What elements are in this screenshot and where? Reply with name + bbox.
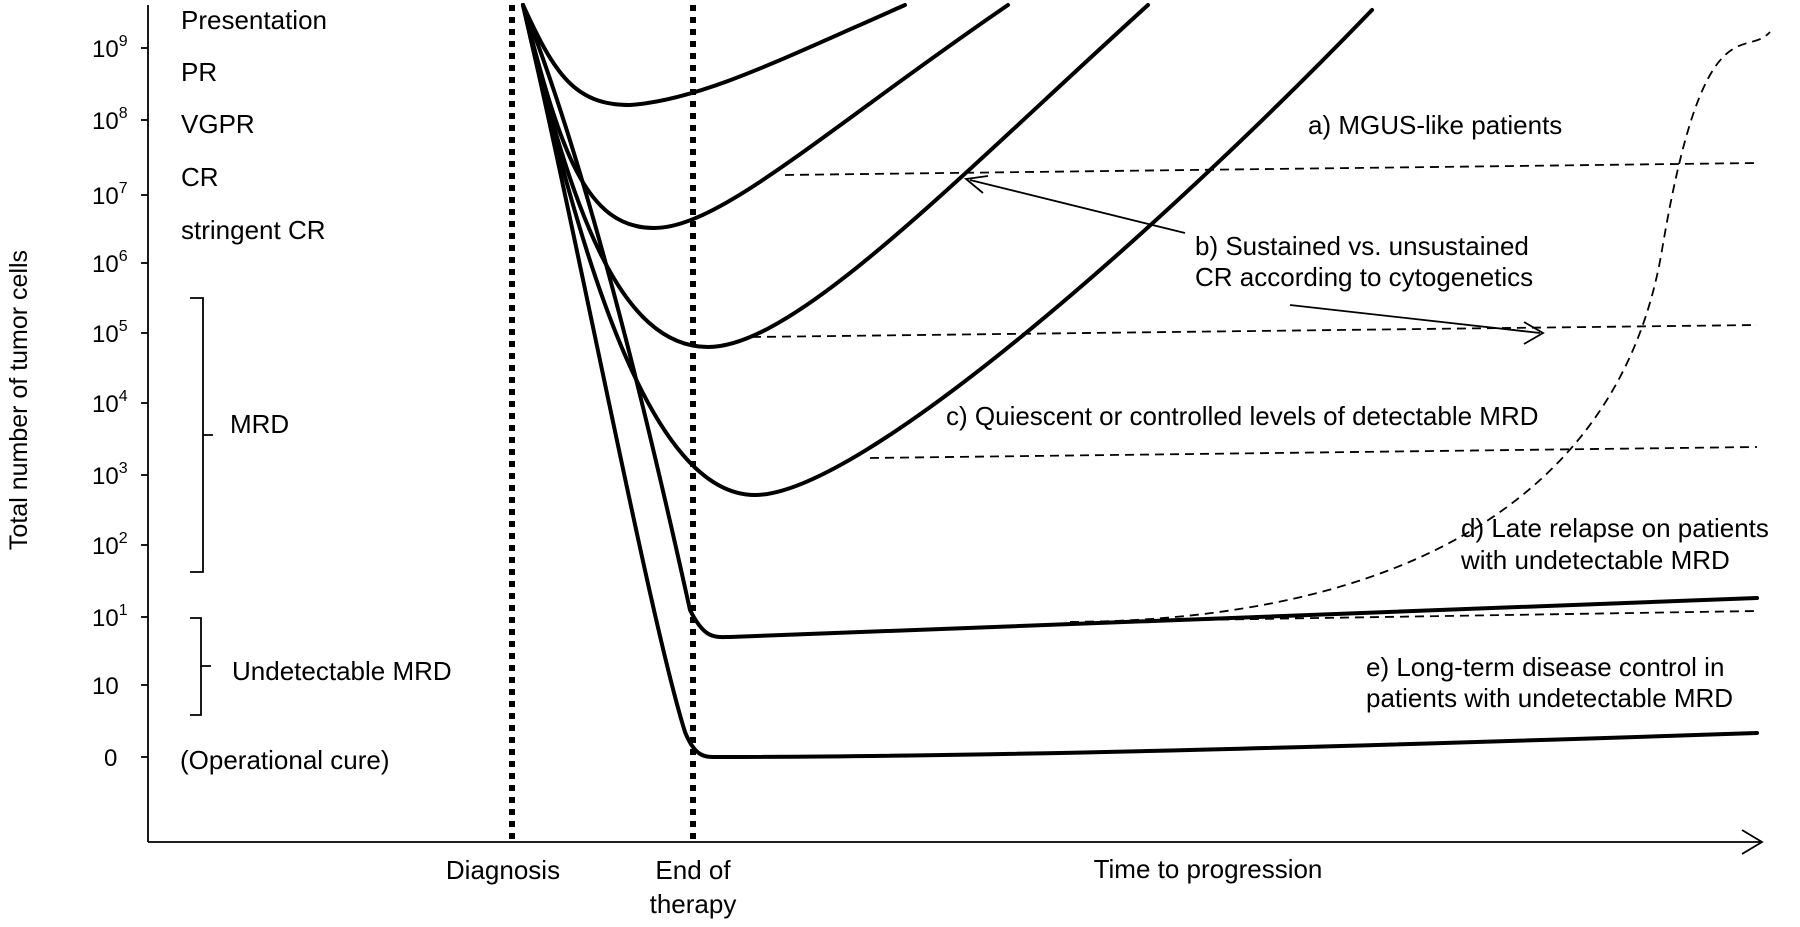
curve-cr-relapse — [521, 3, 1150, 349]
x-label-end-of-therapy-2: therapy — [650, 889, 737, 919]
annotation-a: a) MGUS-like patients — [1308, 110, 1562, 140]
annotation-e-line1: e) Long-term disease control in — [1366, 652, 1724, 682]
y-tick-label: 0 — [104, 745, 117, 772]
y-tick-label: 108 — [92, 105, 128, 135]
y-tick-label: 109 — [92, 33, 128, 63]
y-tick-labels: 109 108 107 106 105 104 103 102 101 10 0 — [92, 33, 128, 772]
annotation-d-line2: with undetectable MRD — [1460, 545, 1730, 575]
dashed-line-1e5-level — [751, 324, 1758, 338]
y-tick-label: 101 — [92, 602, 128, 632]
y-ticks — [141, 47, 148, 758]
y-tick-label: 107 — [92, 180, 128, 210]
mrd-bracket — [190, 297, 213, 573]
y-tick-label: 102 — [92, 530, 128, 560]
y-tick-label: 104 — [92, 388, 128, 418]
operational-cure-label: (Operational cure) — [180, 745, 390, 775]
y-tick-label: 106 — [92, 248, 128, 278]
annotation-b-arrow-lower — [1289, 304, 1541, 334]
dashed-line-undetectable-level — [1069, 610, 1758, 623]
y-tick-label: 105 — [92, 318, 128, 348]
annotation-b-line1: b) Sustained vs. unsustained — [1195, 231, 1529, 261]
dashed-line-cr-level — [784, 162, 1758, 176]
level-pr: PR — [181, 57, 217, 87]
mrd-label: MRD — [230, 409, 289, 439]
annotation-c: c) Quiescent or controlled levels of det… — [946, 401, 1539, 431]
curve-long-term-control — [521, 3, 1759, 759]
level-cr: CR — [181, 162, 219, 192]
y-axis-label: Total number of tumor cells — [5, 250, 33, 550]
level-stringent-cr: stringent CR — [181, 215, 326, 245]
curve-mrd-relapse — [521, 3, 1374, 497]
x-axis-arrowhead — [1741, 829, 1764, 855]
dashed-curve-late-relapse — [1069, 31, 1771, 623]
annotation-b-arrowhead-upper — [963, 175, 989, 194]
y-tick-label: 10 — [92, 673, 119, 700]
x-label-time-to-progression: Time to progression — [1094, 854, 1323, 884]
annotation-b-line2: CR according to cytogenetics — [1195, 262, 1533, 292]
x-label-end-of-therapy-1: End of — [655, 855, 731, 885]
annotation-b-arrowhead-lower — [1523, 321, 1545, 345]
annotation-d-line1: d) Late relapse on patients — [1461, 513, 1769, 543]
y-tick-label: 103 — [92, 460, 128, 490]
curve-undetectable-mrd — [521, 3, 1759, 640]
annotation-e-line2: patients with undetectable MRD — [1366, 683, 1733, 713]
curve-vgpr-relapse — [521, 3, 1010, 230]
curve-pr-relapse — [521, 3, 907, 107]
level-presentation: Presentation — [181, 5, 327, 35]
undetectable-mrd-bracket — [190, 617, 211, 716]
annotation-b-arrow-upper — [969, 179, 1186, 234]
level-vgpr: VGPR — [181, 109, 255, 139]
undetectable-mrd-label: Undetectable MRD — [232, 656, 452, 686]
dashed-line-1e3-level — [869, 446, 1758, 459]
x-label-diagnosis: Diagnosis — [446, 855, 560, 885]
